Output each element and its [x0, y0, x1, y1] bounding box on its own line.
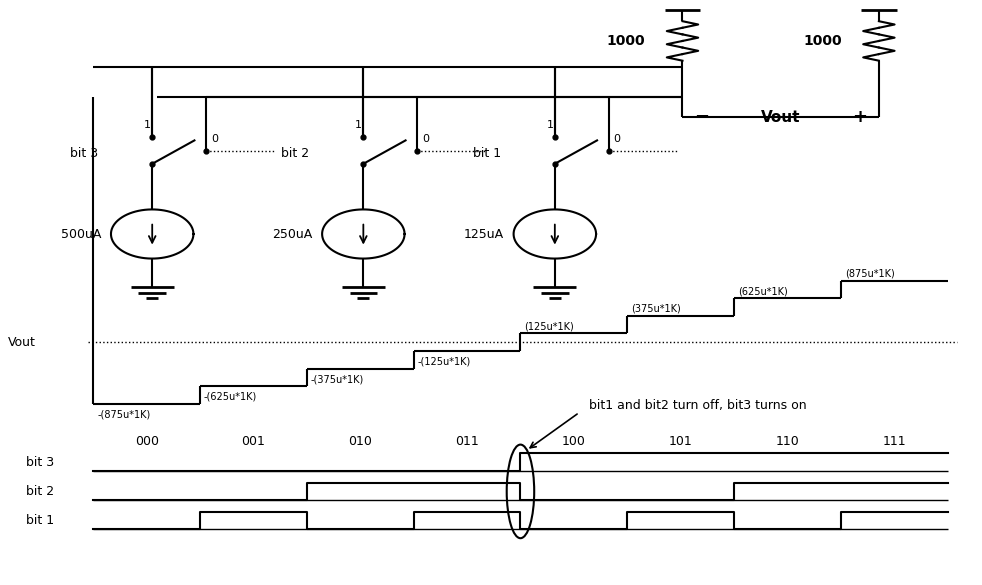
Text: bit 1: bit 1	[26, 514, 54, 527]
Text: 100: 100	[562, 435, 586, 448]
Text: bit 1: bit 1	[472, 147, 501, 160]
Text: 125uA: 125uA	[464, 228, 504, 240]
Text: −: −	[694, 108, 709, 126]
Text: (375u*1K): (375u*1K)	[631, 304, 681, 314]
Text: 011: 011	[456, 435, 479, 448]
Text: 000: 000	[135, 435, 159, 448]
Text: bit 2: bit 2	[281, 147, 309, 160]
Text: -(875u*1K): -(875u*1K)	[97, 410, 150, 419]
Text: bit 2: bit 2	[26, 485, 54, 498]
Text: 1000: 1000	[803, 34, 842, 48]
Text: AVDD: AVDD	[859, 0, 899, 2]
Text: Vout: Vout	[8, 336, 35, 349]
Text: +: +	[852, 108, 867, 126]
Text: 500uA: 500uA	[61, 228, 101, 240]
Text: 0: 0	[614, 134, 621, 144]
Text: 250uA: 250uA	[272, 228, 312, 240]
Text: 0: 0	[422, 134, 429, 144]
Text: -(625u*1K): -(625u*1K)	[204, 392, 257, 402]
Text: 111: 111	[883, 435, 906, 448]
Text: bit 3: bit 3	[26, 456, 54, 469]
Text: 010: 010	[349, 435, 372, 448]
Text: 001: 001	[242, 435, 265, 448]
Text: 110: 110	[776, 435, 799, 448]
Text: (125u*1K): (125u*1K)	[524, 321, 574, 331]
Text: -(375u*1K): -(375u*1K)	[310, 374, 364, 384]
Text: 101: 101	[669, 435, 692, 448]
Text: bit1 and bit2 turn off, bit3 turns on: bit1 and bit2 turn off, bit3 turns on	[589, 400, 807, 412]
Text: bit 3: bit 3	[70, 147, 98, 160]
Text: (875u*1K): (875u*1K)	[845, 269, 895, 278]
Text: Vout: Vout	[761, 109, 800, 125]
Text: (625u*1K): (625u*1K)	[737, 286, 788, 296]
Text: 0: 0	[211, 134, 218, 144]
Text: 1: 1	[546, 121, 554, 130]
Text: AVDD: AVDD	[663, 0, 702, 2]
Text: 1000: 1000	[607, 34, 645, 48]
Text: -(125u*1K): -(125u*1K)	[417, 357, 470, 367]
Text: 1: 1	[143, 121, 151, 130]
Text: 1: 1	[355, 121, 362, 130]
